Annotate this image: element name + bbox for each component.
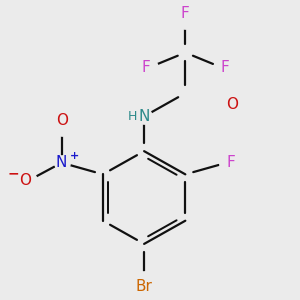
Text: +: +: [70, 151, 80, 160]
Text: F: F: [141, 60, 150, 75]
Text: F: F: [226, 155, 235, 170]
Text: N: N: [56, 155, 68, 170]
Text: Br: Br: [136, 279, 152, 294]
Text: O: O: [56, 113, 68, 128]
Text: N: N: [138, 109, 150, 124]
Text: F: F: [181, 6, 190, 21]
Text: O: O: [19, 172, 31, 188]
Text: O: O: [226, 97, 238, 112]
Text: −: −: [7, 166, 19, 180]
Text: H: H: [128, 110, 137, 123]
Text: F: F: [221, 60, 230, 75]
